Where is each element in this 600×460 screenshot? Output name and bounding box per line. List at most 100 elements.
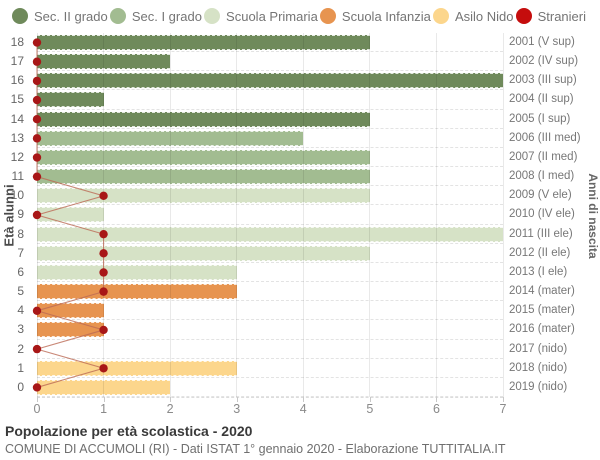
x-tick-2: [170, 397, 172, 402]
age-label-14: 14: [10, 111, 24, 126]
chart-subtitle: COMUNE DI ACCUMOLI (RI) - Dati ISTAT 1° …: [5, 442, 506, 456]
bar-sec2-age-18: [37, 35, 370, 50]
age-label-3: 3: [17, 322, 24, 337]
birth-year-label-15: 2004 (II sup): [509, 93, 574, 106]
age-label-9: 9: [17, 207, 24, 222]
age-label-4: 4: [17, 303, 24, 318]
legend-item-sec2: Sec. II grado: [12, 8, 108, 24]
stranieri-dot-age-7: [99, 249, 108, 258]
gridline-x-2: [169, 33, 171, 397]
x-tick-5: [369, 397, 371, 402]
birth-year-label-3: 2016 (mater): [509, 323, 575, 336]
stranieri-dot-age-16: [32, 76, 42, 86]
legend-swatch-icon: [109, 8, 126, 24]
x-tick-7: [503, 397, 504, 402]
bar-infanzia-age-4: [37, 303, 104, 319]
stranieri-dot-age-17: [32, 57, 42, 66]
bar-sec2-age-16: [37, 73, 503, 89]
legend-swatch-icon: [12, 8, 28, 24]
bar-sec1-age-11: [37, 169, 370, 185]
bar-row-age-15: [37, 90, 503, 110]
x-tick-6: [436, 397, 438, 402]
birth-year-label-17: 2002 (IV sup): [509, 55, 579, 68]
stranieri-dot-age-2: [32, 344, 42, 354]
gridline-x-7: [502, 33, 504, 397]
birth-year-label-4: 2015 (mater): [509, 304, 575, 317]
x-tick-label-2: 2: [166, 402, 174, 416]
bar-row-age-16: [37, 71, 503, 91]
stranieri-line: [35, 42, 106, 388]
birth-year-label-13: 2006 (III med): [509, 131, 581, 144]
bar-row-age-8: [37, 225, 503, 244]
bar-row-age-10: [37, 186, 503, 206]
bar-row-age-1: [37, 359, 503, 378]
stranieri-dot-age-10: [99, 191, 108, 201]
bar-row-age-3: [37, 320, 503, 340]
legend-swatch-icon: [515, 8, 532, 24]
bar-row-age-11: [37, 167, 503, 187]
x-tick-label-3: 3: [233, 402, 241, 416]
bar-nido-age-1: [37, 360, 237, 376]
left-axis-title: Età alunni: [1, 184, 17, 247]
age-label-11: 11: [11, 169, 24, 184]
age-label-1: 1: [17, 360, 24, 375]
bar-sec2-age-15: [37, 92, 104, 108]
right-axis-title: Anni di nascita: [586, 173, 600, 259]
x-tick-label-0: 0: [33, 402, 41, 416]
bar-row-age-0: [37, 378, 503, 397]
bar-row-age-14: [37, 110, 503, 129]
birth-year-label-0: 2019 (nido): [509, 380, 568, 393]
bar-sec2-age-17: [37, 54, 171, 70]
x-tick-0: [37, 397, 38, 402]
bar-sec1-age-13: [37, 130, 304, 146]
age-label-16: 16: [10, 73, 24, 88]
legend-item-infanzia: Scuola Infanzia: [319, 8, 431, 24]
x-tick-1: [103, 397, 105, 402]
x-tick-label-7: 7: [499, 402, 507, 416]
stranieri-dot-age-15: [32, 95, 42, 105]
bar-infanzia-age-5: [37, 284, 237, 300]
stranieri-dot-age-11: [32, 172, 42, 181]
bar-primaria-age-7: [37, 245, 370, 261]
birth-year-label-8: 2011 (III ele): [509, 227, 573, 240]
birth-year-label-16: 2003 (III sup): [509, 74, 577, 87]
bar-primaria-age-10: [37, 188, 370, 204]
x-tick-label-6: 6: [432, 402, 440, 416]
legend: Sec. II grado Sec. I grado Scuola Primaria…: [12, 6, 586, 26]
legend-label: Sec. II grado: [34, 8, 108, 24]
birth-year-label-11: 2008 (I med): [509, 170, 575, 183]
birth-year-label-6: 2013 (I ele): [509, 265, 568, 278]
legend-item-nido: Asilo Nido: [432, 8, 513, 24]
age-label-18: 18: [10, 35, 24, 49]
birth-year-label-9: 2010 (IV ele): [509, 208, 575, 221]
bar-primaria-age-9: [37, 207, 104, 223]
stranieri-dot-age-6: [99, 268, 108, 277]
bar-infanzia-age-3: [37, 322, 104, 338]
legend-label: Scuola Infanzia: [341, 8, 431, 24]
gridline-x-4: [302, 33, 304, 397]
legend-item-sec1: Sec. I grado: [109, 8, 202, 24]
chart-title: Popolazione per età scolastica - 2020: [5, 423, 253, 439]
stranieri-dot-age-14: [32, 115, 42, 124]
bar-row-age-17: [37, 52, 503, 72]
legend-label: Sec. I grado: [131, 8, 202, 24]
age-label-7: 7: [17, 245, 24, 260]
bar-row-age-9: [37, 205, 503, 225]
age-label-5: 5: [17, 284, 24, 299]
bar-primaria-age-8: [37, 226, 503, 242]
gridline-x-3: [236, 33, 238, 397]
birth-year-label-14: 2005 (I sup): [509, 112, 571, 125]
bar-row-age-4: [37, 301, 503, 321]
stranieri-dot-age-1: [99, 364, 108, 373]
age-label-17: 17: [10, 54, 24, 69]
bar-row-age-12: [37, 148, 503, 168]
birth-year-label-7: 2012 (II ele): [509, 246, 571, 259]
age-label-10: 10: [10, 188, 24, 203]
stranieri-dot-age-18: [32, 38, 42, 47]
legend-label: Stranieri: [537, 8, 586, 24]
birth-year-label-18: 2001 (V sup): [509, 36, 575, 48]
bar-row-age-2: [37, 340, 503, 359]
x-tick-label-1: 1: [100, 402, 108, 416]
plot-area: [32, 33, 504, 398]
